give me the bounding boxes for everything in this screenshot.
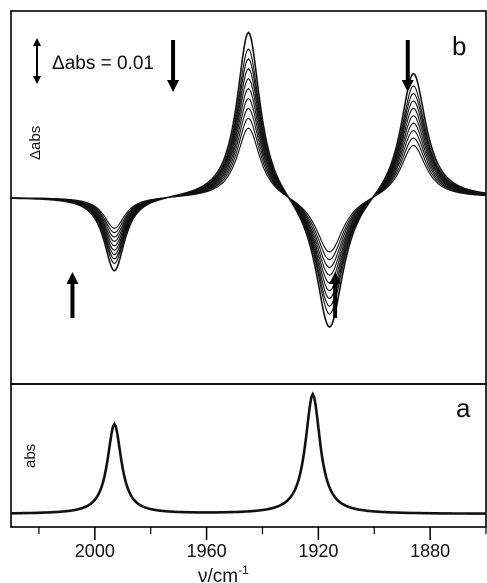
scale-bar xyxy=(33,38,41,84)
x-tick-label-2000: 2000 xyxy=(75,541,115,561)
arrow-up-3 xyxy=(66,272,79,318)
x-axis-label-superscript: -1 xyxy=(238,563,249,577)
scale-bar-label: Δabs = 0.01 xyxy=(52,53,154,74)
panel-a-frame xyxy=(10,383,487,528)
panel-a-ylabel: abs xyxy=(22,444,39,468)
panel-b-ylabel: Δabs xyxy=(27,126,44,160)
arrow-down-2 xyxy=(401,40,414,92)
x-tick-label-1920: 1920 xyxy=(298,541,338,561)
x-tick-label-1960: 1960 xyxy=(187,541,227,561)
difference-spectrum-6 xyxy=(11,77,487,292)
arrow-up-4 xyxy=(329,272,342,318)
x-axis-label-main: ν/cm xyxy=(198,566,238,583)
panel-a-curves xyxy=(11,391,486,515)
x-tick-label-1880: 1880 xyxy=(410,541,450,561)
difference-spectrum-4 xyxy=(11,97,487,276)
difference-spectrum-7 xyxy=(10,68,487,300)
panel-b-curves xyxy=(10,31,487,328)
difference-spectrum-8 xyxy=(11,58,487,307)
absorption-spectrum xyxy=(11,391,486,515)
difference-spectrum-2 xyxy=(11,117,487,261)
difference-spectrum-10 xyxy=(11,31,487,328)
panel-b-label: b xyxy=(452,31,466,61)
difference-spectrum-5 xyxy=(11,87,487,284)
difference-spectrum-1 xyxy=(11,127,486,253)
panel-b-arrows xyxy=(66,40,414,318)
arrow-down-1 xyxy=(167,40,180,92)
difference-spectrum-3 xyxy=(11,107,487,269)
difference-spectrum-9 xyxy=(11,48,487,315)
x-axis-ticks: 2000 1960 1920 1880 xyxy=(38,527,487,561)
panel-a-label: a xyxy=(456,393,471,423)
x-axis-label: ν/cm-1 xyxy=(198,563,249,583)
